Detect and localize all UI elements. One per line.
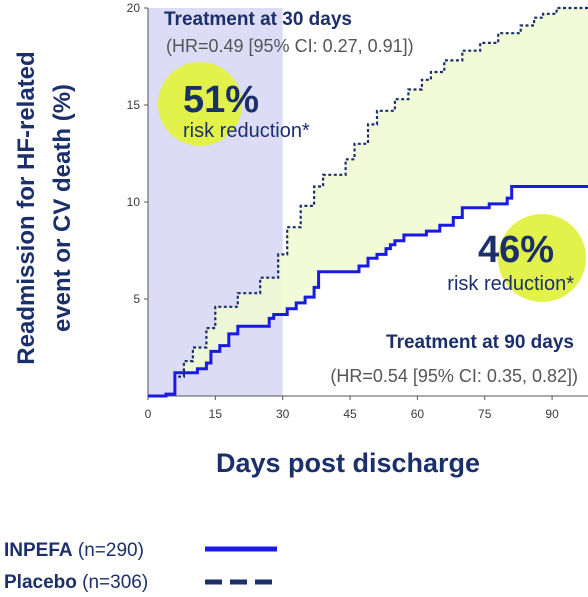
y-tick-label: 5 [133, 292, 140, 306]
series-line-inpefa [148, 185, 588, 398]
y-tick-label: 10 [127, 195, 141, 209]
annotation-90-hr: (HR=0.54 [95% CI: 0.35, 0.82]) [330, 366, 578, 386]
annotation-30-label: risk reduction* [183, 120, 310, 142]
annotation-90-label: risk reduction* [447, 273, 574, 295]
x-tick-label: 60 [411, 407, 425, 421]
y-axis-label-line-1: Readmission for HF-related [13, 51, 40, 364]
x-axis-label: Days post discharge [216, 448, 480, 478]
legend-name-placebo: Placebo [4, 572, 77, 593]
legend-n-placebo: (n=306) [82, 572, 148, 593]
annotation-30-hr: (HR=0.49 [95% CI: 0.27, 0.91]) [166, 36, 414, 56]
x-tick-label: 75 [478, 407, 492, 421]
y-axis-label-line-2: event or CV death (%) [49, 84, 76, 332]
annotation-90-title: Treatment at 90 days [386, 332, 574, 353]
annotation-30-title: Treatment at 30 days [164, 9, 352, 30]
y-tick-label: 15 [127, 98, 141, 112]
y-ticks: 5 10 15 20 [127, 1, 148, 306]
annotation-90-percent: 46% [478, 229, 554, 271]
x-tick-label: 45 [343, 407, 357, 421]
x-tick-label: 90 [545, 407, 559, 421]
annotation-30-percent: 51% [183, 79, 259, 121]
x-tick-label: 0 [145, 407, 152, 421]
legend-label-inpefa: INPEFA (n=290) [4, 540, 144, 561]
legend-n-inpefa: (n=290) [78, 540, 144, 561]
x-ticks: 0 15 30 45 60 75 90 [145, 396, 559, 421]
y-tick-label: 20 [127, 1, 141, 15]
series-line-placebo [148, 6, 588, 398]
risk-gap-area [148, 8, 588, 396]
x-tick-label: 15 [209, 407, 223, 421]
legend-label-placebo: Placebo (n=306) [4, 572, 148, 593]
x-tick-label: 30 [276, 407, 290, 421]
highlight-circle-46 [498, 214, 586, 302]
highlight-circle-51 [158, 62, 242, 146]
legend-name-inpefa: INPEFA [4, 540, 73, 561]
